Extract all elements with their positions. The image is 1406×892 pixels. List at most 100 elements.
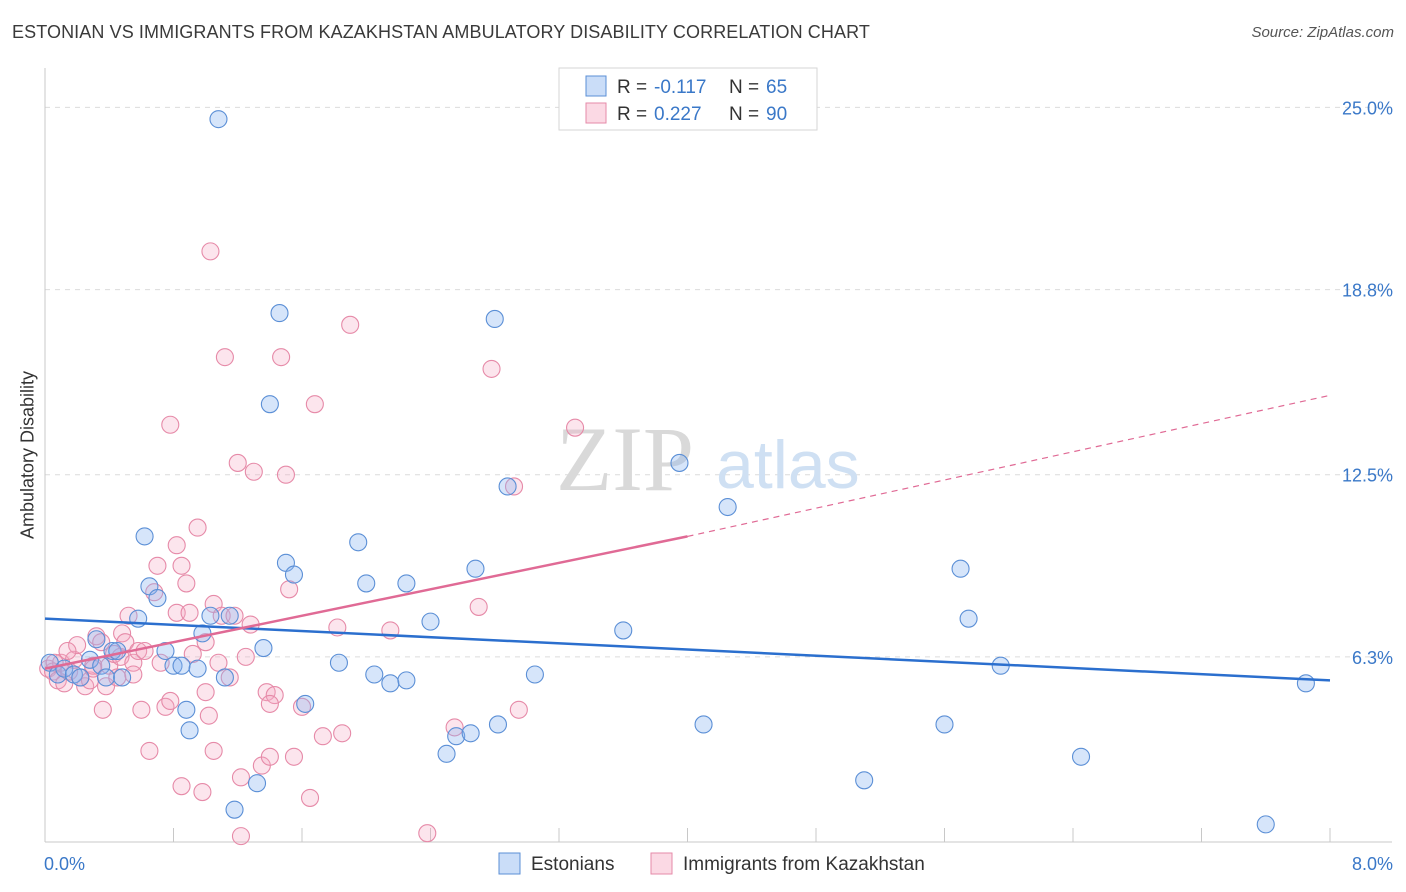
y-tick-label: 6.3% (1352, 648, 1393, 668)
point-estonians (718, 497, 737, 517)
point-kazakhstan (220, 668, 239, 687)
legend-n-label-2: N = (729, 104, 759, 125)
point-estonians (108, 641, 127, 661)
point-kazakhstan (183, 644, 202, 663)
point-kazakhstan (228, 453, 247, 472)
point-estonians (357, 574, 376, 593)
point-kazakhstan (156, 697, 175, 716)
point-kazakhstan (284, 747, 304, 766)
point-estonians (1296, 674, 1315, 693)
point-kazakhstan (140, 741, 159, 760)
point-estonians (365, 665, 384, 684)
point-estonians (201, 606, 220, 625)
point-kazakhstan (236, 647, 255, 666)
point-kazakhstan (333, 724, 352, 743)
point-estonians (466, 559, 485, 578)
point-estonians (461, 724, 480, 743)
legend-swatch-blue (585, 75, 607, 97)
point-kazakhstan (305, 395, 324, 414)
legend-r-value-2: 0.227 (654, 104, 702, 125)
point-estonians (614, 621, 633, 640)
x-tick-label-max: 8.0% (1352, 854, 1393, 874)
point-kazakhstan (292, 697, 312, 716)
point-kazakhstan (260, 747, 279, 766)
legend-r-label-2: R = (617, 104, 647, 125)
gridlines (45, 106, 1392, 658)
point-estonians (270, 304, 289, 323)
point-kazakhstan (167, 536, 186, 555)
point-estonians (284, 565, 304, 584)
point-kazakhstan (76, 677, 95, 696)
watermark-zip: ZIP (556, 408, 694, 510)
point-estonians (437, 744, 456, 763)
point-estonians (113, 668, 132, 687)
point-estonians (172, 656, 191, 675)
point-kazakhstan (504, 477, 524, 496)
point-estonians (71, 668, 90, 687)
point-kazakhstan (469, 597, 488, 616)
trend-line-estonians (44, 617, 1331, 682)
point-estonians (177, 700, 196, 719)
x-tick-labels: 0.0% 8.0% (44, 854, 1393, 874)
point-estonians (209, 110, 228, 129)
point-kazakhstan (300, 788, 320, 807)
point-estonians (421, 612, 440, 631)
point-kazakhstan (161, 691, 180, 711)
point-estonians (397, 574, 416, 593)
point-kazakhstan (244, 462, 263, 481)
point-estonians (951, 559, 970, 578)
point-estonians (1256, 815, 1275, 834)
legend-r-label-1: R = (617, 77, 647, 98)
legend-label-kazakhstan: Immigrants from Kazakhstan (683, 854, 925, 875)
point-estonians (959, 609, 978, 628)
point-kazakhstan (201, 242, 220, 261)
point-estonians (485, 309, 504, 329)
point-kazakhstan (215, 348, 234, 367)
point-kazakhstan (418, 824, 437, 843)
point-kazakhstan (177, 574, 196, 593)
point-estonians (670, 453, 689, 472)
legend-swatch-pink (585, 102, 607, 124)
point-estonians (220, 606, 239, 625)
point-kazakhstan (172, 556, 191, 575)
legend-n-label-1: N = (729, 77, 759, 98)
point-kazakhstan (180, 603, 199, 622)
point-kazakhstan (231, 768, 251, 787)
point-kazakhstan (161, 415, 180, 434)
point-estonians (148, 589, 167, 608)
point-estonians (96, 668, 116, 687)
point-estonians (135, 527, 154, 546)
point-kazakhstan (172, 777, 191, 796)
x-tick-label-min: 0.0% (44, 854, 85, 874)
legend-n-value-1: 65 (766, 77, 787, 98)
point-estonians (156, 641, 175, 661)
point-kazakhstan (260, 694, 279, 713)
point-estonians (215, 668, 234, 687)
point-estonians (260, 395, 279, 414)
axes (44, 68, 1392, 843)
trend-lines (44, 394, 1331, 682)
point-kazakhstan (341, 315, 360, 334)
point-estonians (188, 659, 207, 678)
point-estonians (1071, 747, 1091, 766)
chart-title: ESTONIAN VS IMMIGRANTS FROM KAZAKHSTAN A… (12, 22, 870, 42)
point-estonians (447, 727, 466, 746)
point-kazakhstan (135, 641, 154, 661)
data-points (39, 110, 1315, 846)
point-kazakhstan (482, 359, 501, 378)
point-kazakhstan (566, 418, 585, 437)
point-estonians (525, 665, 544, 684)
point-estonians (329, 653, 348, 672)
point-estonians (87, 630, 106, 649)
point-estonians (935, 715, 954, 734)
point-kazakhstan (148, 556, 167, 575)
point-kazakhstan (280, 580, 299, 599)
point-kazakhstan (225, 606, 244, 625)
point-kazakhstan (132, 700, 151, 719)
legend-n-value-2: 90 (766, 104, 787, 125)
point-kazakhstan (193, 782, 212, 802)
legend-label-estonians: Estonians (531, 854, 614, 875)
point-kazakhstan (58, 641, 77, 661)
point-kazakhstan (313, 727, 332, 746)
